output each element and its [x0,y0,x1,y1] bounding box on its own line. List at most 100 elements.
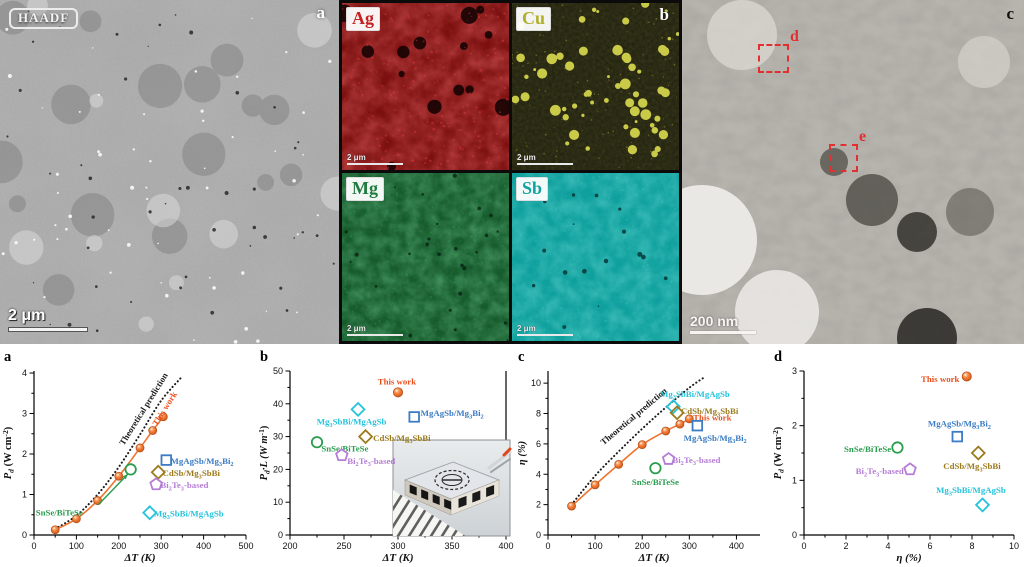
haadf-scale-bar-line [8,327,88,332]
y-tick-label: 10 [273,497,283,507]
y-tick-label: 50 [273,366,283,376]
point-label-mg-3sbbi-mgagsb: Mg3SbBi/MgAgSb [154,509,224,521]
haadf-scale-bar-text: 2 μm [8,307,46,324]
speckle-layer [6,10,335,332]
series-marker [661,426,671,436]
tem-scale-bar-text: 200 nm [690,313,739,329]
point-label-bi-2te-3-based: Bi2Te3-based [160,480,208,492]
chart-b-canvas: 200 250 300 350 400 0 10 20 30 40 50 ΔT (K) Pd·L (W … [257,349,514,564]
y-tick-label: 4 [536,469,541,479]
series-marker [590,480,600,490]
x-tick-label: 200 [282,541,297,551]
series-theoretical-prediction [54,375,184,530]
series-marker [158,412,168,422]
eds-map-grid: Ag 2 μm Cu b 2 μm Mg 2 μm Sb 2 μm [339,0,682,344]
tem-scale-bar: 200 nm [690,313,756,334]
y-tick-label: 3 [22,409,27,419]
y-tick-label: 2 [22,449,27,459]
point-label-mgagsb-mg-3bi-2: MgAgSb/Mg3Bi2 [421,408,484,420]
point-snse-bitese [891,441,904,454]
x-tick-label: 0 [801,541,806,551]
tem-micrograph: c d e 200 nm [682,0,1024,344]
x-tick-label: 10 [1009,541,1019,551]
series-marker [637,440,647,450]
point-label-cdsb-mg-3sbbi: CdSb/Mg3SbBi [373,433,431,445]
roi-label-d: d [790,28,799,45]
point-label-mgagsb-mg-3bi-2: MgAgSb/Mg3Bi2 [928,418,991,430]
eds-element-sb: Sb [522,178,543,198]
speckle-layer [0,0,303,306]
x-tick-label: 350 [444,541,459,551]
series-marker [135,443,145,453]
y-tick-label: 40 [273,399,283,409]
point-label-snse-bitese: SnSe/BiTeSe [632,477,679,487]
point-bi-2te-3-based [661,451,676,465]
series-marker [114,471,124,481]
x-axis-label: ΔT (K) [381,552,413,564]
eds-ag-texture [342,3,509,170]
series-marker [684,414,694,424]
point-this-work [392,387,403,398]
ticks [543,382,737,540]
point-label-cdsb-mg-3sbbi: CdSb/Mg3SbBi [681,406,739,418]
x-tick-label: 100 [69,541,84,551]
x-tick-label: 500 [238,541,253,551]
ticks [799,370,1015,540]
point-snse-bitese [124,463,137,476]
speckle-layer [342,173,509,341]
eds-element-cu: Cu [522,8,546,28]
point-label-mg-3sbbi-mgagsb: Mg3SbBi/MgAgSb [936,485,1006,497]
x-tick-label: 100 [588,541,603,551]
x-tick-label: 300 [390,541,405,551]
point-bi-2te-3-based [335,448,349,462]
chart-panel-letter: c [518,349,525,365]
y-tick-label: 0 [278,530,283,540]
chart-panel-letter: a [4,349,12,365]
point-label-mgagsb-mg-3bi-2: MgAgSb/Mg3Bi2 [684,433,747,445]
speckle-layer [1,17,332,344]
panel-letter-a: a [316,3,326,22]
chart-power-density-vs-dt: 0 100 200 300 400 500 0 1 2 3 4 ΔT (K) Pd (W cm-2) Th… [0,344,256,567]
series-marker [614,459,624,469]
eds-map-mg: Mg 2 μm [342,173,509,341]
x-axis-label: ΔT (K) [637,552,669,564]
point-label-snse-bitese: SnSe/BiTeSe [844,444,891,454]
x-tick-label: 400 [498,541,513,551]
point-label-snse-bitese: SnSe/BiTeSe [36,507,83,517]
series-label-this-work: This work [693,412,731,422]
point-label-bi-2te-3-based: Bi2Te3-based [672,455,720,467]
eds-scale-bar-cu: 2 μm [517,153,573,165]
speckle-layer [512,3,679,158]
y-tick-label: 1 [22,490,27,500]
eds-label-chip-sb: Sb [516,177,549,201]
chart-panel-letter: b [260,349,268,365]
y-axis-label: Pd (W cm-2) [771,426,785,479]
panel-letter-c: c [1006,4,1014,23]
x-tick-label: 2 [843,541,848,551]
device-photo-inset [392,439,512,537]
series-marker [675,419,685,429]
eds-map-sb: Sb 2 μm [512,173,679,341]
eds-scale-bar-mg: 2 μm [347,324,403,336]
speckle-layer [342,3,509,170]
y-tick-label: 2 [792,421,797,431]
point-snse-bitese [310,436,324,449]
y-tick-label: 0 [792,530,797,540]
y-tick-label: 6 [536,439,541,449]
speckle-layer [344,173,509,341]
point-label-bi-2te-3-based: Bi2Te3-based [856,466,904,478]
y-tick-label: 3 [792,366,797,376]
x-tick-label: 200 [635,541,650,551]
point-label-mg-3sbbi-mgagsb: Mg3SbBi/MgAgSb [317,417,387,429]
x-tick-label: 250 [336,541,351,551]
point-snse-bitese [649,462,662,475]
point-mgagsb-mg-3bi-2 [408,411,420,423]
point-bi-2te-3-based [149,477,163,491]
eds-map-ag: Ag 2 μm [342,3,509,170]
tem-scale-bar-line [690,331,756,334]
haadf-scale-bar: 2 μm [8,307,88,332]
point-label-this-work: This work [921,374,959,384]
